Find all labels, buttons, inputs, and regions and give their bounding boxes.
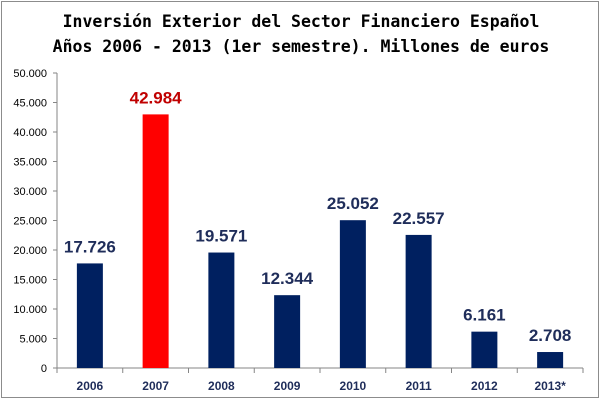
chart-title-line-1: Inversión Exterior del Sector Financiero… [62,12,540,31]
y-tick-label: 40.000 [13,127,47,139]
y-tick-label: 45.000 [13,98,47,110]
data-label: 25.052 [327,194,379,213]
bar-2010 [339,220,366,368]
data-label: 12.344 [261,269,314,288]
x-tick-label: 2008 [208,379,235,393]
x-tick-label: 2011 [406,379,432,393]
data-label: 2.708 [529,326,572,345]
y-tick-label: 50.000 [13,68,47,80]
x-tick-label: 2007 [142,379,169,393]
bar-2006 [76,263,103,368]
y-tick-label: 35.000 [13,157,47,169]
y-tick-label: 10.000 [13,304,47,316]
bar-2012 [471,331,498,368]
x-tick-label: 2013* [534,379,566,393]
x-tick-label: 2006 [77,379,104,393]
axes: 0 5.000 10.000 15.000 20.000 25.000 30.000 35.0… [13,68,584,375]
data-label: 19.571 [195,227,247,246]
chart-title-line-2: Años 2006 - 2013 (1er semestre). Millone… [52,37,550,56]
bar-2007 [142,114,169,368]
data-label: 17.726 [64,237,116,256]
data-label: 22.557 [393,209,445,228]
bar-2013 [537,352,564,368]
y-tick-label: 25.000 [13,216,47,228]
chart-title: Inversión Exterior del Sector Financiero… [0,9,602,59]
y-tick-label: 15.000 [13,275,47,287]
y-tick-label: 0 [41,363,47,375]
labels: 17.726 2006 42.984 2007 19.571 2008 12.344 2009… [64,88,572,393]
x-tick-label: 2012 [471,379,498,393]
x-tick-label: 2010 [340,379,367,393]
bar-2008 [208,252,235,368]
bar-2011 [405,234,432,368]
data-label: 42.984 [130,88,183,107]
bars [76,114,564,368]
y-tick-label: 20.000 [13,245,47,257]
y-tick-label: 30.000 [13,186,47,198]
y-tick-label: 5.000 [19,334,47,346]
bar-2009 [274,295,301,368]
x-tick-label: 2009 [274,379,301,393]
data-label: 6.161 [463,306,506,325]
